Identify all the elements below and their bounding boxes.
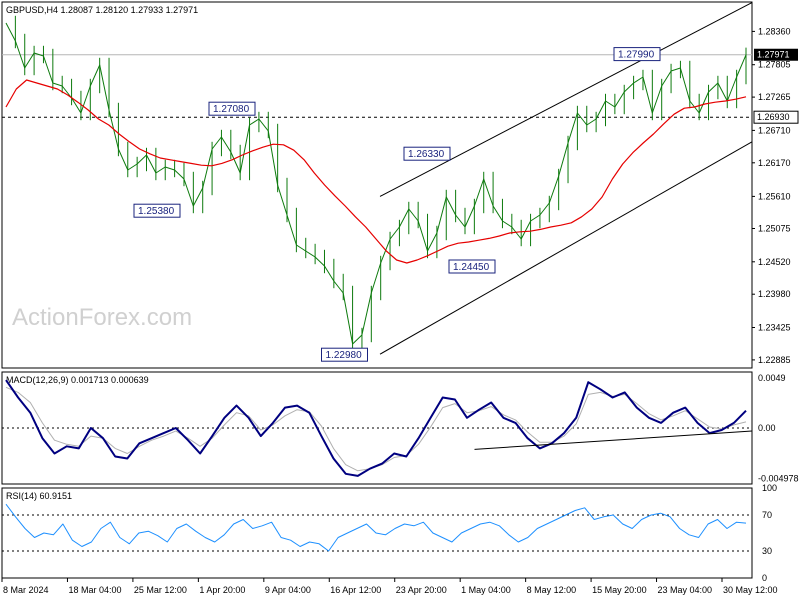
price-annotation-box [208, 101, 256, 116]
price-annotation-label: 1.25380 [138, 206, 175, 217]
time-tick-label: 1 May 04:00 [461, 585, 511, 595]
macd-tick-label: -0.004978 [758, 474, 799, 484]
time-tick-label: 18 Mar 04:00 [68, 585, 121, 595]
time-tick-label: 16 Apr 12:00 [330, 585, 381, 595]
rsi-tick-label: 0 [762, 573, 767, 583]
price-annotation-box [448, 259, 496, 274]
rsi-line [5, 503, 747, 552]
time-tick-label: 1 Apr 20:00 [199, 585, 245, 595]
time-axis: 8 Mar 2024 18 Mar 04:00 25 Mar 12:00 1 Apr … [1, 578, 778, 595]
level-box-label: 1.26930 [757, 112, 790, 122]
time-tick-label: 9 Apr 04:00 [265, 585, 311, 595]
price-annotation-label: 1.26330 [408, 149, 445, 160]
macd-header: MACD(12,26,9) 0.001713 0.000639 [6, 375, 149, 385]
price-pane: ActionForex.com GBPUSD,H4 1.28087 1.28120… [1, 1, 799, 369]
price-tick-label: 1.23980 [758, 289, 791, 299]
channel-upper-line [379, 2, 753, 197]
price-tick-label: 1.25075 [758, 224, 791, 234]
price-tick-label: 1.27265 [758, 92, 791, 102]
macd-tick-label: 0.0049 [758, 373, 786, 383]
rsi-pane-border [1, 487, 753, 579]
level-box [753, 110, 799, 124]
price-tick-label: 1.24520 [758, 257, 791, 267]
rsi-tick-label: 100 [762, 483, 777, 493]
macd-trendline [474, 430, 753, 450]
price-tick-label: 1.27805 [758, 60, 791, 70]
time-tick-label: 23 May 04:00 [658, 585, 713, 595]
rsi-header: RSI(14) 60.9151 [6, 491, 72, 501]
price-annotation-box [133, 203, 181, 218]
time-tick-label: 23 Apr 20:00 [396, 585, 447, 595]
price-tick-label: 1.23425 [758, 323, 791, 333]
price-annotation-label: 1.24450 [453, 262, 490, 273]
price-annotation-label: 1.27990 [618, 50, 655, 61]
watermark: ActionForex.com [12, 304, 192, 331]
macd-tick-label: 0.00 [758, 423, 776, 433]
price-tick-label: 1.22885 [758, 355, 791, 365]
rsi-pane: RSI(14) 60.9151 100 70 30 0 [1, 483, 777, 583]
price-annotation-box [403, 146, 451, 161]
time-tick-label: 15 May 20:00 [592, 585, 647, 595]
current-price-box [754, 48, 798, 61]
channel-lower-line [379, 141, 753, 355]
macd-line [5, 379, 747, 477]
time-tick-label: 30 May 12:00 [723, 585, 778, 595]
time-tick-label: 8 Mar 2024 [3, 585, 49, 595]
price-line [5, 22, 747, 345]
time-tick-label: 8 May 12:00 [527, 585, 577, 595]
price-annotation-box [613, 47, 661, 62]
time-tick-label: 25 Mar 12:00 [134, 585, 187, 595]
moving-average-line [5, 79, 747, 264]
rsi-tick-label: 70 [762, 510, 772, 520]
price-tick-label: 1.28360 [758, 26, 791, 36]
price-annotation-label: 1.22980 [326, 350, 363, 361]
price-tick-label: 1.26710 [758, 125, 791, 135]
price-tick-label: 1.25610 [758, 191, 791, 201]
price-header: GBPUSD,H4 1.28087 1.28120 1.27933 1.2797… [6, 5, 198, 15]
macd-pane: MACD(12,26,9) 0.001713 0.000639 0.0049 0.0… [1, 371, 799, 485]
price-annotation-box [321, 347, 368, 362]
rsi-tick-label: 30 [762, 546, 772, 556]
price-pane-border [1, 1, 753, 369]
price-annotation-label: 1.27080 [213, 104, 250, 115]
price-tick-label: 1.26170 [758, 158, 791, 168]
current-price-label: 1.27971 [757, 50, 790, 60]
